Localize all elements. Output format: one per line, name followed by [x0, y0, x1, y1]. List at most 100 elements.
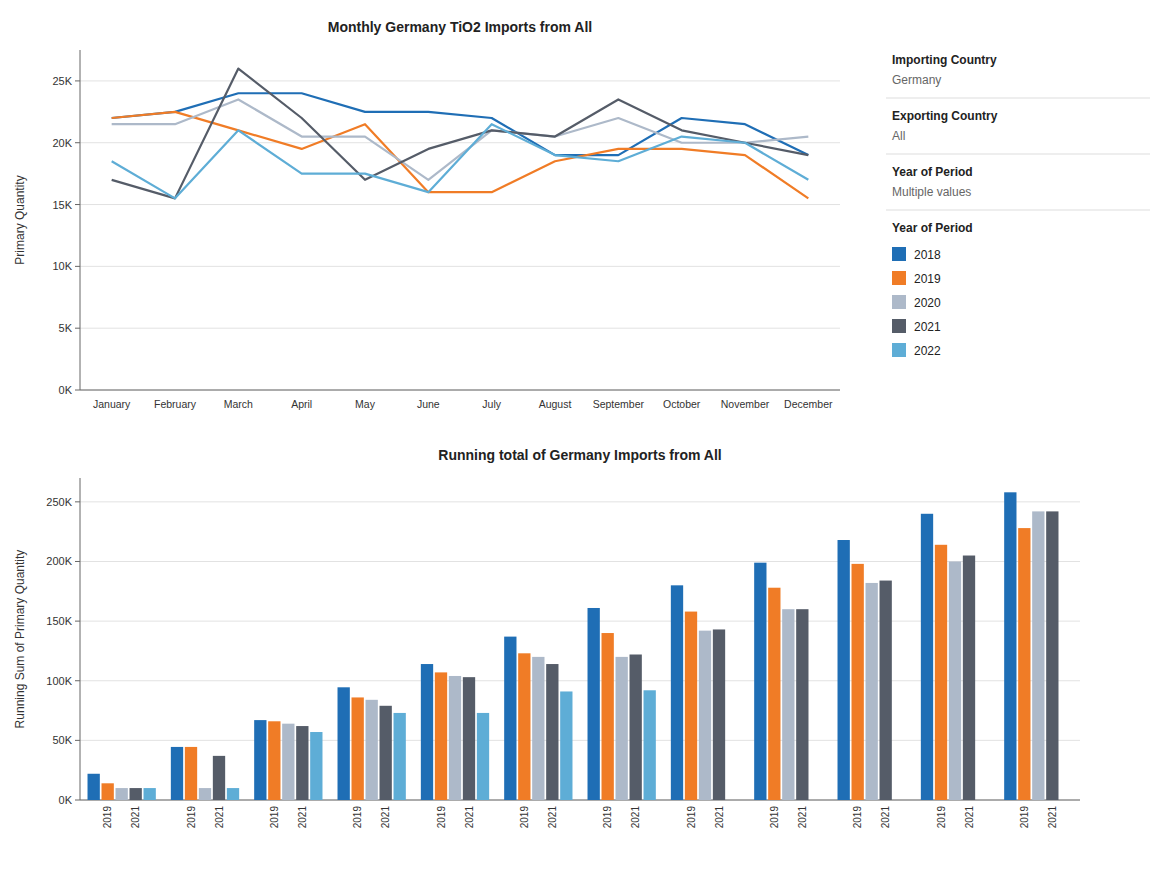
legend-label: 2019	[914, 272, 941, 286]
tick-label: March	[224, 398, 253, 410]
bar	[185, 747, 197, 800]
bar	[1060, 800, 1072, 801]
annotation: Year of Period	[892, 221, 973, 235]
bar	[199, 788, 211, 800]
chart-canvas: Monthly Germany TiO2 Imports from All 0K 5…	[0, 0, 1170, 877]
tick-label: 25K	[52, 75, 72, 87]
legend-label: 2021	[914, 320, 941, 334]
annotation: Importing Country	[892, 53, 997, 67]
bar-tick-label: 2019	[102, 806, 113, 829]
bar	[282, 724, 294, 800]
legend-label: 2020	[914, 296, 941, 310]
bar	[949, 561, 961, 800]
tick-label: October	[663, 398, 701, 410]
tick-mark	[75, 740, 80, 741]
annotation: All	[892, 129, 905, 143]
bar	[227, 788, 239, 800]
bar	[921, 514, 933, 800]
bar	[588, 608, 600, 800]
tick-label: February	[154, 398, 197, 410]
bar	[935, 545, 947, 800]
bar	[894, 800, 906, 801]
bar	[1004, 492, 1016, 800]
bar	[1046, 511, 1058, 800]
bar	[144, 788, 156, 800]
legend-swatch	[892, 271, 906, 285]
tick-label: July	[482, 398, 501, 410]
bar	[1032, 511, 1044, 800]
chart-bar: Running total of Germany Imports from Al…	[13, 447, 1080, 828]
bar-tick-label: 2021	[214, 806, 225, 829]
tick-label: 10K	[52, 260, 72, 272]
bar	[685, 612, 697, 800]
tick-label: December	[784, 398, 833, 410]
divider	[886, 154, 1150, 155]
axis-label: Running Sum of Primary Quantity	[13, 550, 27, 729]
tick-label: April	[291, 398, 312, 410]
bar-tick-label: 2021	[464, 806, 475, 829]
bar	[671, 585, 683, 800]
x-axis-line	[80, 390, 840, 391]
tick-mark	[75, 680, 80, 681]
bar-tick-label: 2021	[380, 806, 391, 829]
tick-mark	[75, 800, 80, 801]
bar	[102, 783, 114, 800]
tick-mark	[75, 142, 80, 143]
divider	[886, 98, 1150, 99]
bar	[477, 713, 489, 800]
chart-title: Monthly Germany TiO2 Imports from All	[328, 19, 592, 35]
tick-label: 0K	[59, 384, 73, 396]
bar-tick-label: 2019	[352, 806, 363, 829]
bar	[754, 563, 766, 800]
legend-label: 2022	[914, 344, 941, 358]
bar	[254, 720, 266, 800]
bar	[394, 713, 406, 800]
series-line	[112, 69, 809, 199]
bar-tick-label: 2021	[964, 806, 975, 829]
plot-area	[88, 492, 1059, 800]
tick-label: 250K	[46, 496, 72, 508]
bar-tick-label: 2021	[630, 806, 641, 829]
bar	[796, 609, 808, 800]
bar	[768, 588, 780, 800]
tick-label: January	[93, 398, 131, 410]
bar-labels: 2019 2021 2019 2021 2019 2021 2019 2021 2019 2021…	[102, 806, 1058, 829]
bar	[380, 706, 392, 800]
bar	[546, 664, 558, 800]
tick-mark	[75, 80, 80, 81]
tick-mark	[75, 266, 80, 267]
bar-tick-label: 2021	[797, 806, 808, 829]
tick-label: 0K	[59, 794, 73, 806]
chart-line: Monthly Germany TiO2 Imports from All 0K 5…	[13, 19, 840, 410]
tick-label: May	[355, 398, 376, 410]
bar	[727, 800, 739, 801]
annotation: Exporting Country	[892, 109, 998, 123]
bar-tick-label: 2019	[436, 806, 447, 829]
tick-mark	[75, 501, 80, 502]
bar	[268, 721, 280, 800]
bar	[130, 788, 142, 800]
bar-tick-label: 2019	[769, 806, 780, 829]
bar	[449, 676, 461, 800]
tick-label: 150K	[46, 615, 72, 627]
tick-label: 5K	[59, 322, 73, 334]
bar	[560, 691, 572, 800]
grid-line	[80, 501, 1080, 502]
bar	[421, 664, 433, 800]
bar	[352, 697, 364, 800]
bar-tick-label: 2021	[714, 806, 725, 829]
grid-line	[80, 390, 840, 391]
bar	[630, 655, 642, 801]
bar-tick-label: 2019	[852, 806, 863, 829]
bar-tick-label: 2021	[1047, 806, 1058, 829]
bar	[713, 629, 725, 800]
bar	[504, 637, 516, 800]
grid-line	[80, 266, 840, 267]
bar-tick-label: 2021	[547, 806, 558, 829]
annotation: Germany	[892, 73, 941, 87]
bar-tick-label: 2021	[297, 806, 308, 829]
bar	[532, 657, 544, 800]
tick-label: 100K	[46, 675, 72, 687]
bar	[838, 540, 850, 800]
grid-line	[80, 80, 840, 81]
